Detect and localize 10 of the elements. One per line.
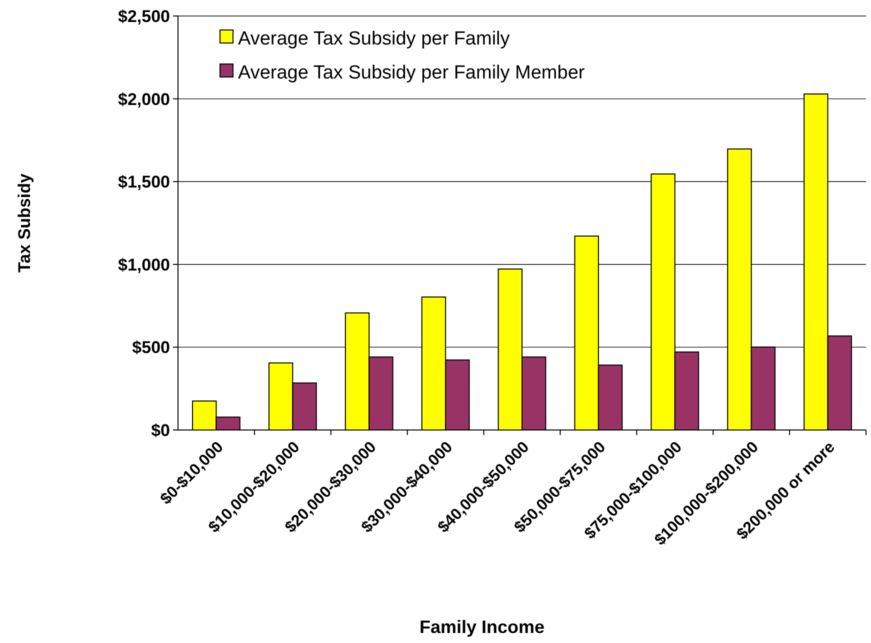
y-tick-label: $500 [132, 338, 170, 358]
y-tick-label: $2,000 [118, 90, 170, 109]
legend-label: Average Tax Subsidy per Family [238, 28, 510, 50]
y-axis-title: Tax Subsidy [15, 173, 34, 272]
y-tick-label: $1,000 [118, 255, 170, 274]
y-tick-label: $1,500 [118, 172, 170, 192]
x-axis-title: Family Income [419, 617, 545, 637]
legend-label: Average Tax Subsidy per Family Member [238, 62, 586, 84]
y-tick-label: $2,500 [118, 6, 170, 26]
y-tick-label: $0 [151, 420, 170, 440]
